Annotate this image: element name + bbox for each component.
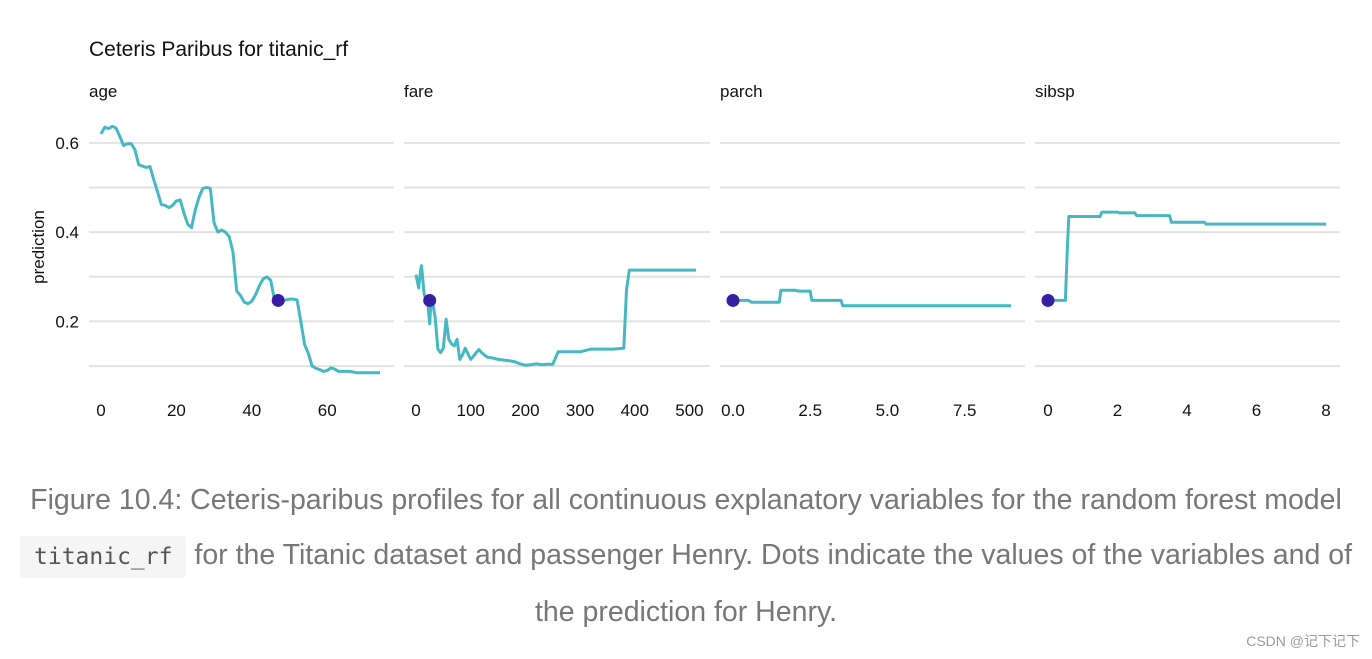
x-tick-label-age: 20 <box>167 401 186 420</box>
x-tick-label-age: 40 <box>242 401 261 420</box>
x-tick-label-fare: 400 <box>621 401 649 420</box>
x-tick-label-age: 0 <box>96 401 105 420</box>
observation-point-parch <box>726 293 740 307</box>
watermark: CSDN @记下记下 <box>1246 633 1360 649</box>
observation-point-sibsp <box>1041 293 1055 307</box>
y-axis-label: prediction <box>29 210 48 284</box>
x-tick-label-parch: 5.0 <box>876 401 900 420</box>
x-tick-label-parch: 2.5 <box>798 401 822 420</box>
chart-title: Ceteris Paribus for titanic_rf <box>89 38 349 61</box>
caption-code: titanic_rf <box>20 536 187 578</box>
profile-line-parch <box>733 288 1011 308</box>
x-tick-label-parch: 0.0 <box>721 401 745 420</box>
profile-line-sibsp <box>1048 210 1326 302</box>
profile-line-age <box>99 124 380 375</box>
x-tick-label-sibsp: 0 <box>1043 401 1052 420</box>
y-tick-label: 0.6 <box>55 134 79 153</box>
figure-caption: Figure 10.4: Ceteris-paribus profiles fo… <box>10 473 1362 640</box>
y-tick-label: 0.2 <box>55 312 79 331</box>
caption-text-after: for the Titanic dataset and passenger He… <box>194 539 1352 628</box>
panel-title-parch: parch <box>720 82 763 101</box>
x-tick-label-parch: 7.5 <box>953 401 977 420</box>
x-tick-label-fare: 100 <box>457 401 485 420</box>
caption-text-before: Figure 10.4: Ceteris-paribus profiles fo… <box>30 484 1342 516</box>
x-tick-label-sibsp: 8 <box>1321 401 1330 420</box>
panel-title-age: age <box>89 82 117 101</box>
x-tick-label-age: 60 <box>318 401 337 420</box>
observation-point-age <box>271 293 285 307</box>
panel-title-fare: fare <box>404 82 433 101</box>
x-tick-label-fare: 200 <box>511 401 539 420</box>
observation-point-fare <box>423 293 437 307</box>
x-tick-label-fare: 0 <box>411 401 420 420</box>
y-tick-label: 0.4 <box>55 223 79 242</box>
profile-line-fare <box>414 264 696 367</box>
x-tick-label-sibsp: 2 <box>1113 401 1122 420</box>
panel-title-sibsp: sibsp <box>1035 82 1075 101</box>
x-tick-label-sibsp: 4 <box>1182 401 1191 420</box>
x-tick-label-fare: 300 <box>566 401 594 420</box>
x-tick-label-fare: 500 <box>675 401 703 420</box>
x-tick-label-sibsp: 6 <box>1252 401 1261 420</box>
